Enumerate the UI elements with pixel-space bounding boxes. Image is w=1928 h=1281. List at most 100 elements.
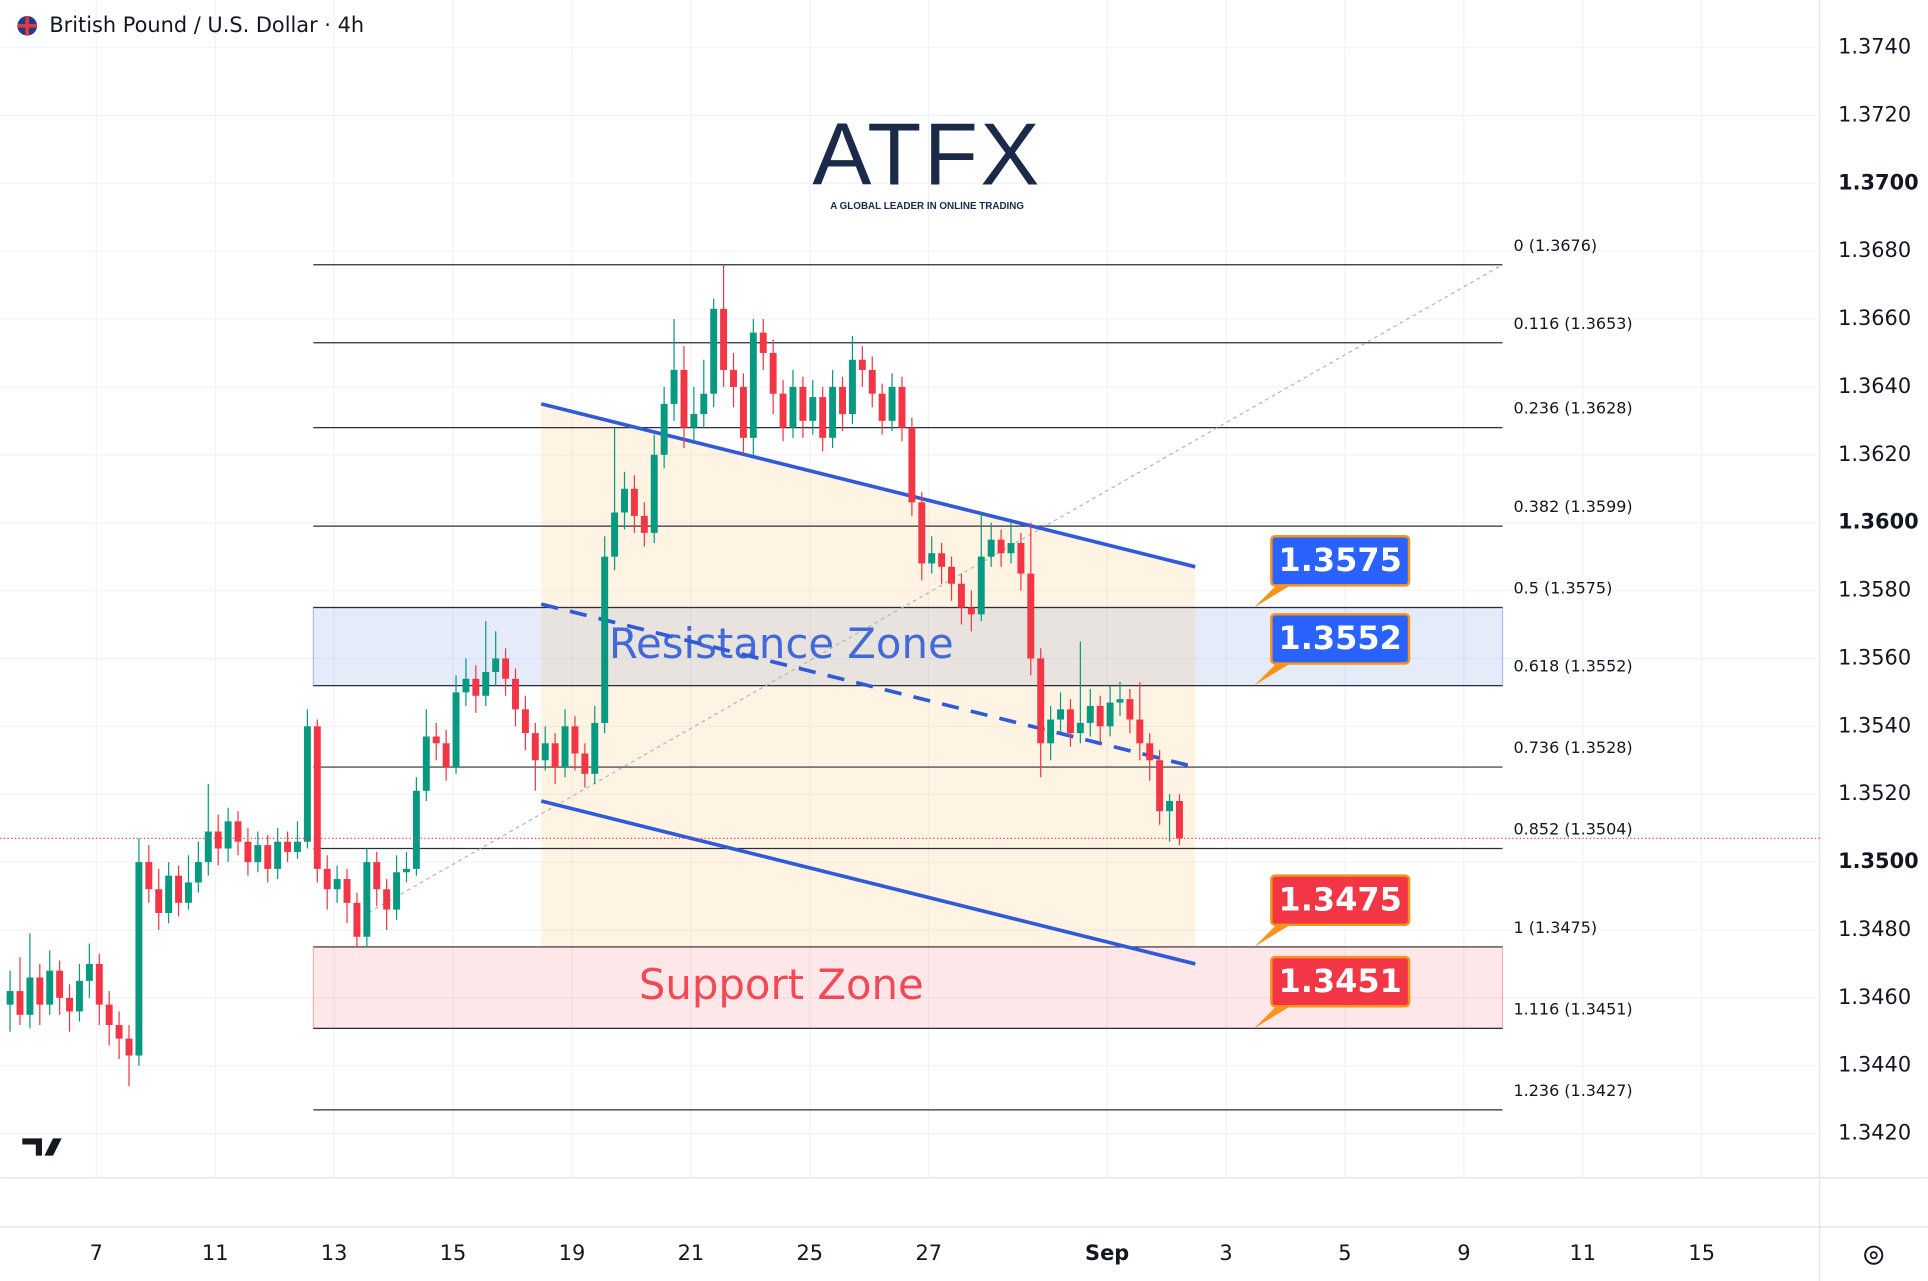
logo-tagline: A GLOBAL LEADER IN ONLINE TRADING	[830, 201, 1024, 212]
candle-body	[194, 862, 202, 883]
candle-body	[957, 583, 965, 608]
candle-body	[809, 397, 817, 421]
candle-body	[6, 991, 14, 1005]
candle-body	[373, 862, 381, 890]
zone-label: Resistance Zone	[609, 619, 954, 668]
y-tick-label: 1.3500	[1838, 849, 1919, 873]
candle-body	[85, 963, 93, 981]
candle-body	[938, 553, 946, 567]
callout-label: 1.3475	[1279, 880, 1402, 918]
candle-body	[977, 556, 985, 615]
candle-body	[175, 875, 183, 903]
y-tick-label: 1.3440	[1838, 1053, 1911, 1077]
y-tick-label: 1.3520	[1838, 781, 1911, 805]
candle-body	[759, 332, 767, 353]
candle-body	[1106, 702, 1114, 727]
candle-body	[680, 369, 688, 428]
x-tick-label: 19	[559, 1241, 586, 1265]
x-tick-label: 9	[1457, 1241, 1470, 1265]
candle-body	[95, 963, 103, 1005]
callout-label: 1.3451	[1279, 962, 1402, 1000]
logo-text: ATFX	[812, 104, 1041, 203]
candle-body	[244, 841, 252, 863]
candle-body	[66, 997, 74, 1012]
candle-body	[1116, 699, 1124, 703]
candle-body	[323, 868, 331, 890]
candle-body	[432, 736, 440, 744]
candle-body	[1017, 543, 1025, 574]
candle-body	[26, 977, 34, 1015]
x-tick-label: 27	[915, 1241, 942, 1265]
fib-label: 0.852 (1.3504)	[1514, 820, 1633, 839]
candle-body	[987, 539, 995, 557]
candle-body	[363, 862, 371, 937]
settings-icon[interactable]	[1864, 1245, 1884, 1265]
x-tick-label: 13	[321, 1241, 348, 1265]
candle-body	[700, 393, 708, 415]
candle-layer	[0, 264, 1820, 1087]
candle-body	[1086, 705, 1094, 723]
candle-body	[135, 862, 143, 1056]
fib-label: 1 (1.3475)	[1514, 918, 1598, 937]
candle-body	[1156, 760, 1164, 812]
candle-body	[303, 726, 311, 842]
x-tick-label: Sep	[1085, 1241, 1129, 1265]
x-tick-label: 7	[90, 1241, 103, 1265]
callout-box	[1270, 874, 1411, 927]
candle-body	[492, 658, 500, 673]
candle-body	[462, 678, 470, 693]
candle-body	[184, 882, 192, 903]
fib-label: 0.116 (1.3653)	[1514, 314, 1633, 333]
candle-body	[75, 980, 83, 1012]
candle-body	[749, 332, 757, 438]
settings-icon-center	[1869, 1251, 1878, 1260]
channel-shade	[541, 403, 1196, 947]
candle-body	[353, 902, 361, 937]
candle-body	[46, 970, 54, 1005]
candle-body	[1027, 573, 1035, 659]
candle-body	[343, 879, 351, 903]
fib-label: 0.736 (1.3528)	[1514, 738, 1633, 757]
y-tick-label: 1.3680	[1838, 238, 1911, 262]
candle-body	[393, 872, 401, 910]
y-tick-label: 1.3740	[1838, 35, 1911, 59]
fib-label: 0.236 (1.3628)	[1514, 399, 1633, 418]
candle-body	[829, 386, 837, 438]
candle-body	[997, 539, 1005, 554]
candle-body	[710, 308, 718, 394]
candle-body	[1136, 719, 1144, 744]
candle-body	[204, 831, 212, 863]
y-tick-label: 1.3700	[1838, 170, 1919, 194]
candle-body	[472, 678, 480, 696]
candle-body	[254, 845, 262, 863]
candle-body	[333, 879, 341, 890]
y-tick-label: 1.3660	[1838, 306, 1911, 330]
candle-body	[601, 556, 609, 723]
fib-label: 1.116 (1.3451)	[1514, 999, 1633, 1018]
candle-body	[115, 1025, 123, 1039]
callout-box	[1270, 535, 1411, 587]
candle-body	[690, 414, 698, 428]
x-tick-label: 15	[440, 1241, 467, 1265]
candle-body	[155, 889, 163, 913]
callout-box	[1270, 955, 1411, 1008]
candle-body	[730, 369, 737, 387]
candle-body	[1037, 658, 1045, 744]
candle-body	[234, 821, 242, 842]
chart-title: British Pound / U.S. Dollar · 4h	[49, 13, 364, 37]
candle-body	[621, 488, 628, 513]
candle-body	[1096, 705, 1104, 727]
candle-body	[284, 841, 292, 852]
candle-body	[660, 403, 668, 455]
candle-body	[1166, 800, 1174, 812]
y-tick-label: 1.3480	[1838, 917, 1911, 941]
candle-body	[1175, 800, 1183, 839]
candle-body	[967, 607, 975, 615]
y-tick-label: 1.3640	[1838, 374, 1911, 398]
candle-body	[1066, 709, 1074, 734]
fib-label: 0.382 (1.3599)	[1514, 497, 1633, 516]
candle-body	[145, 862, 153, 890]
candle-body	[819, 397, 827, 438]
tv-logo	[22, 1138, 62, 1156]
